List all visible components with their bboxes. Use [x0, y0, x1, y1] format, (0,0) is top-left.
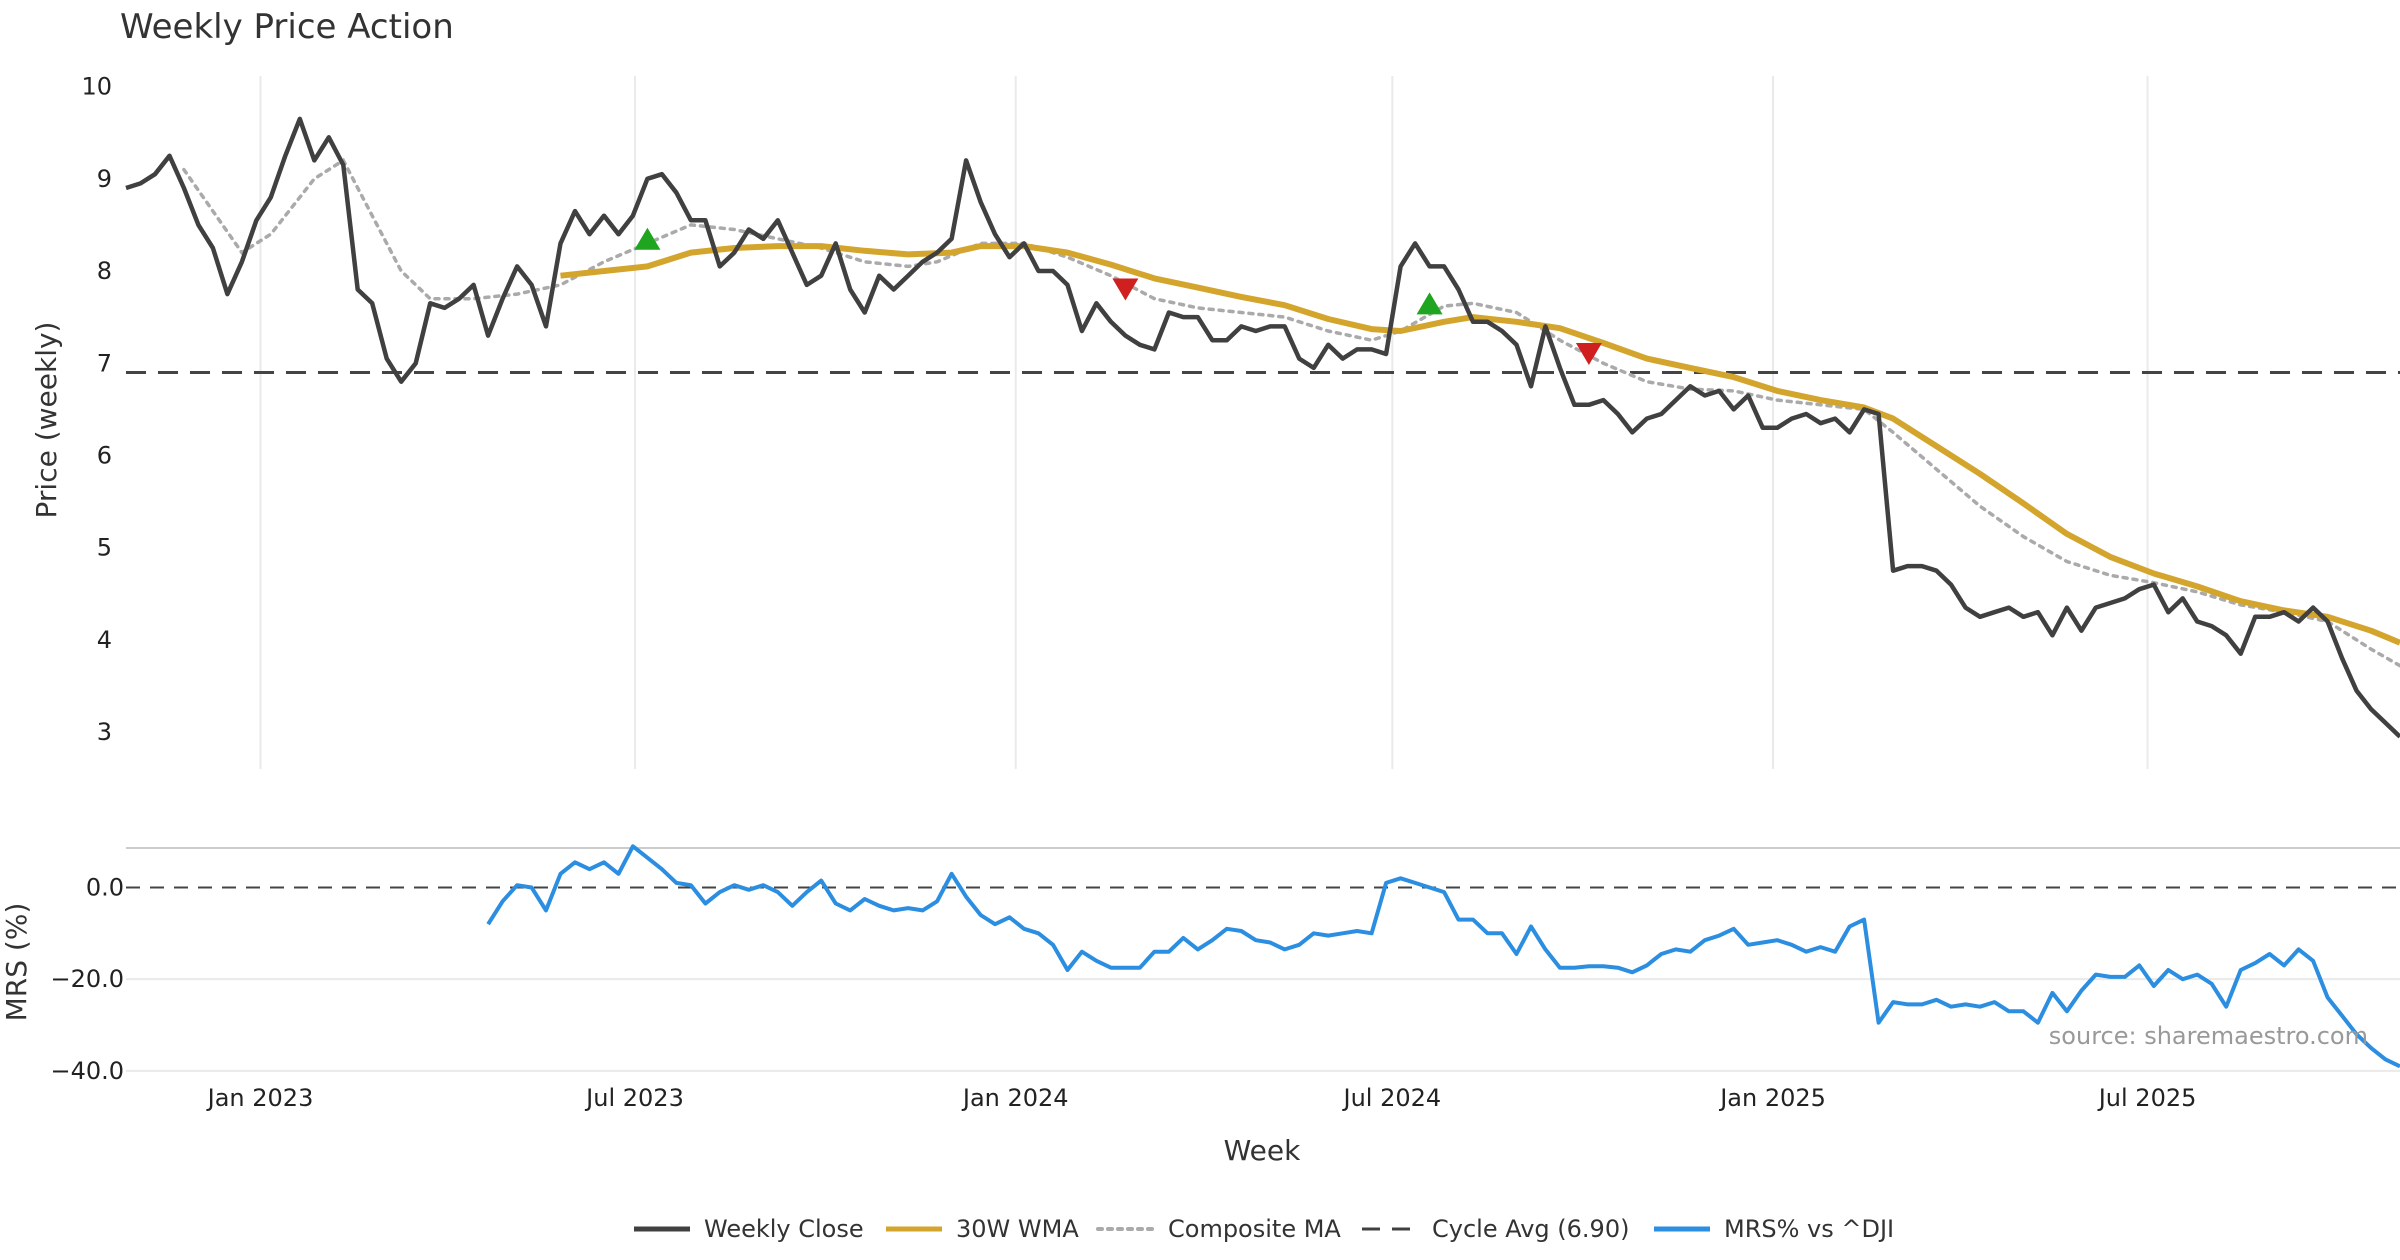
legend-label: 30W WMA: [956, 1215, 1079, 1243]
price-y-tick-label: 5: [97, 534, 112, 562]
x-tick-label: Jan 2024: [961, 1084, 1069, 1112]
price-y-tick-label: 6: [97, 441, 112, 469]
mrs-y-tick-label: 0.0: [86, 874, 124, 902]
source-note: source: sharemaestro.com: [2049, 1022, 2368, 1050]
mrs-y-tick-label: −40.0: [50, 1057, 124, 1085]
price-y-tick-label: 3: [97, 718, 112, 746]
legend-label: MRS% vs ^DJI: [1724, 1215, 1894, 1243]
price-y-tick-label: 10: [81, 73, 112, 101]
sell-signal-marker: [1575, 343, 1602, 366]
mrs-grid: [126, 978, 2400, 1072]
weekly-close-series: [125, 116, 2400, 739]
signal-markers: [634, 227, 1602, 366]
x-tick-label: Jul 2024: [1341, 1084, 1441, 1112]
legend: Weekly Close 30W WMA Composite MA Cycle Avg…: [634, 1215, 1894, 1243]
legend-label: Weekly Close: [704, 1215, 864, 1243]
composite-ma-series: [182, 157, 2400, 668]
chart-title: Weekly Price Action: [120, 7, 454, 47]
mrs-y-ticks: 0.0 −20.0 −40.0: [50, 874, 124, 1085]
mrs-y-tick-label: −20.0: [50, 965, 124, 993]
x-tick-label: Jul 2023: [584, 1084, 684, 1112]
x-tick-label: Jul 2025: [2097, 1084, 2197, 1112]
x-tick-label: Jan 2025: [1718, 1084, 1826, 1112]
legend-label: Cycle Avg (6.90): [1432, 1215, 1629, 1243]
price-grid: [259, 76, 2149, 769]
mrs-y-axis-label: MRS (%): [0, 903, 33, 1022]
price-y-tick-label: 8: [97, 257, 112, 285]
price-y-tick-label: 4: [97, 626, 112, 654]
x-ticks: Jan 2023 Jul 2023 Jan 2024 Jul 2024 Jan 2025…: [206, 1084, 2197, 1112]
x-axis-label: Week: [1224, 1134, 1301, 1167]
legend-label: Composite MA: [1168, 1215, 1341, 1243]
price-y-tick-label: 7: [97, 349, 112, 377]
price-y-axis-label: Price (weekly): [30, 322, 63, 519]
price-y-ticks: 3 4 5 6 7 8 9 10: [81, 73, 112, 747]
price-y-tick-label: 9: [97, 165, 112, 193]
buy-signal-marker: [634, 227, 661, 250]
mrs-series: [486, 844, 2400, 1069]
sell-signal-marker: [1112, 278, 1139, 301]
buy-signal-marker: [1416, 292, 1443, 315]
x-tick-label: Jan 2023: [206, 1084, 314, 1112]
